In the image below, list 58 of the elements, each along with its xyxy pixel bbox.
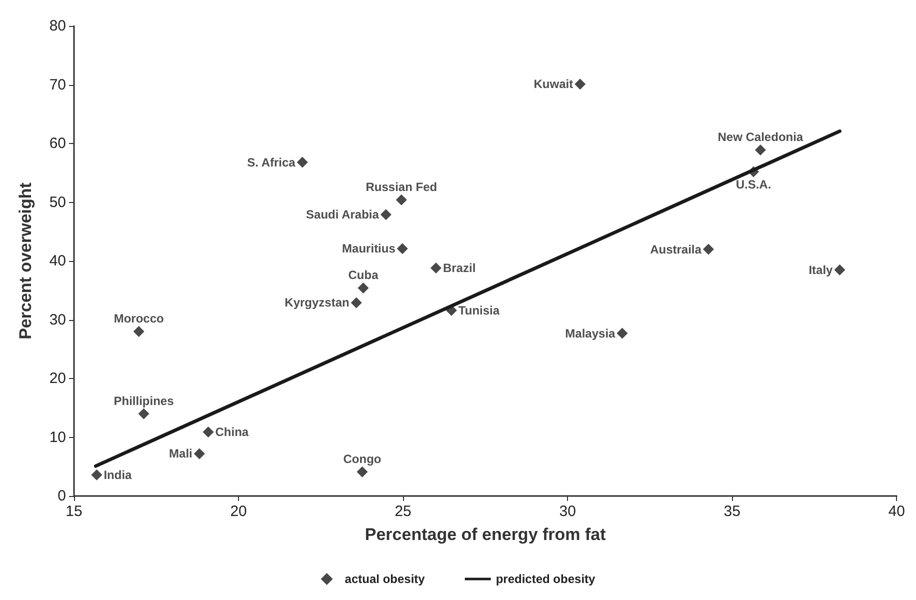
point xyxy=(91,469,102,480)
x-tick-label: 30 xyxy=(559,503,576,520)
annotation: S. Africa xyxy=(247,155,296,170)
x-tick-label: 15 xyxy=(66,503,82,520)
point xyxy=(754,144,766,156)
point xyxy=(350,297,362,308)
annotation: Saudi Arabia xyxy=(306,208,380,222)
annotation: India xyxy=(104,468,132,482)
x-tick-label: 25 xyxy=(394,503,412,520)
legend-label: predicted obesity xyxy=(496,572,596,586)
annotation: Kuwait xyxy=(534,77,574,92)
annotation: Phillipines xyxy=(114,394,174,408)
y-tick-label: 80 xyxy=(49,18,66,34)
y-tick-label: 0 xyxy=(58,488,66,504)
y-axis-title: Percent overweight xyxy=(16,182,35,340)
point xyxy=(138,408,150,420)
annotation: China xyxy=(215,424,249,439)
point xyxy=(834,264,846,276)
point xyxy=(616,328,628,339)
annotation: Cuba xyxy=(348,268,379,282)
y-tick-label: 50 xyxy=(49,194,66,211)
point xyxy=(356,466,368,478)
x-tick-label: 40 xyxy=(888,503,905,520)
annotation: Brazil xyxy=(442,261,476,276)
annotation: New Caledonia xyxy=(718,130,804,144)
y-tick-label: 30 xyxy=(49,311,66,328)
annotation: Kyrgyzstan xyxy=(284,296,350,310)
annotation: U.S.A. xyxy=(736,178,772,192)
annotation: Mali xyxy=(169,446,192,461)
point xyxy=(574,78,586,90)
point xyxy=(702,244,714,255)
x-tick-label: 35 xyxy=(724,503,740,520)
point xyxy=(748,166,760,178)
point xyxy=(430,262,442,274)
point xyxy=(194,448,205,460)
annotation: Italy xyxy=(808,262,834,277)
x-tick-label: 20 xyxy=(230,503,247,520)
y-tick-label: 70 xyxy=(49,76,66,94)
y-tick-label: 60 xyxy=(49,135,66,152)
annotation: Tunisia xyxy=(458,303,500,318)
point xyxy=(380,209,392,220)
annotation: Congo xyxy=(343,452,382,466)
annotation: Malaysia xyxy=(565,326,616,340)
annotation: Morocco xyxy=(114,312,164,326)
point xyxy=(358,282,369,294)
point xyxy=(396,194,407,206)
annotation: Russian Fed xyxy=(366,180,438,194)
y-tick-label: 40 xyxy=(49,252,66,270)
point xyxy=(133,326,144,337)
point xyxy=(202,426,214,438)
annotation: Mauritius xyxy=(342,242,396,256)
y-tick-label: 20 xyxy=(49,370,66,387)
point xyxy=(296,156,308,168)
legend-label: actual obesity xyxy=(344,572,426,586)
point xyxy=(396,243,408,254)
annotation: Austraila xyxy=(650,242,702,256)
x-axis-title: Percentage of energy from fat xyxy=(364,525,606,544)
y-tick-label: 10 xyxy=(49,428,66,446)
